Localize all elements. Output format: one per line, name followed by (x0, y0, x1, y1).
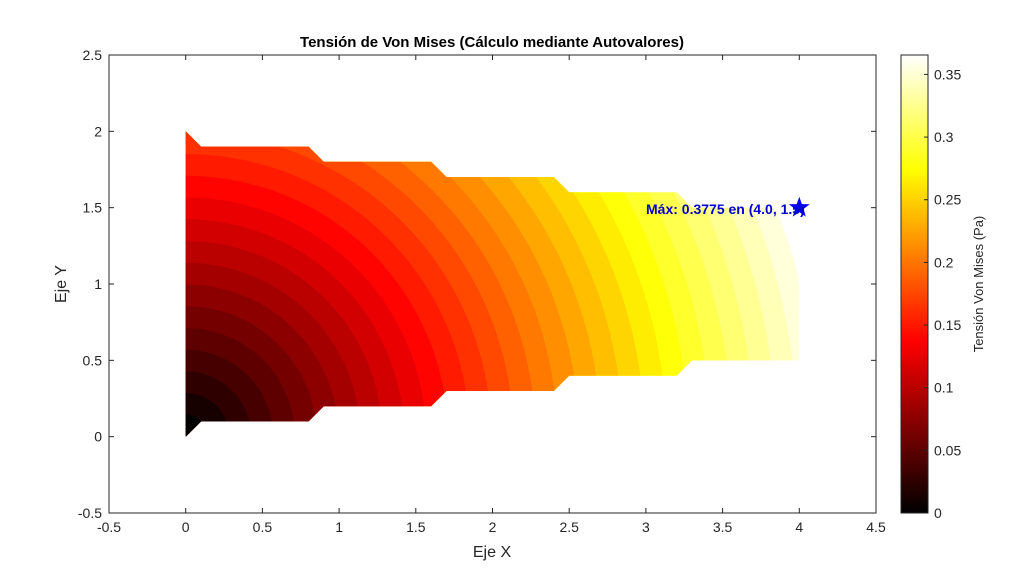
x-tick-label: 0.5 (253, 519, 273, 535)
x-axis: -0.5 0 0.5 1 1.5 2 2.5 3 3.5 4 4.5 (97, 55, 886, 535)
y-tick-label: 2 (94, 123, 102, 139)
colorbar-tick-label: 0.3 (934, 129, 954, 145)
y-axis: -0.5 0 0.5 1 1.5 2 2.5 (78, 47, 876, 521)
x-tick-label: -0.5 (97, 519, 121, 535)
y-tick-label: 2.5 (83, 47, 103, 63)
x-tick-label: 4.5 (866, 519, 886, 535)
colorbar-tick-label: 0.25 (934, 192, 961, 208)
x-tick-label: 2.5 (559, 519, 579, 535)
colorbar-tick-label: 0.05 (934, 442, 961, 458)
x-tick-label: 1 (335, 519, 343, 535)
y-tick-label: 0.5 (83, 352, 103, 368)
colorbar-tick-label: 0.1 (934, 380, 954, 396)
chart-title: Tensión de Von Mises (Cálculo mediante A… (300, 34, 684, 51)
y-tick-label: -0.5 (78, 505, 102, 521)
colorbar (900, 54, 929, 514)
x-tick-label: 1.5 (406, 519, 426, 535)
colorbar-tick-label: 0.35 (934, 66, 961, 82)
x-tick-label: 2 (489, 519, 497, 535)
x-tick-label: 4 (795, 519, 803, 535)
y-tick-label: 1 (94, 276, 102, 292)
contour-fill (185, 131, 800, 437)
colorbar-tick-label: 0.15 (934, 317, 961, 333)
y-tick-label: 0 (94, 429, 102, 445)
y-axis-label: Eje Y (53, 265, 70, 303)
x-tick-label: 0 (182, 519, 190, 535)
colorbar-tick-label: 0.2 (934, 254, 954, 270)
x-tick-label: 3.5 (713, 519, 733, 535)
max-annotation: Máx: 0.3775 en (4.0, 1.5) (646, 201, 805, 217)
colorbar-label: Tensión Von Mises (Pa) (971, 216, 986, 353)
y-tick-label: 1.5 (83, 200, 103, 216)
x-axis-label: Eje X (473, 544, 512, 561)
colorbar-tick-label: 0 (934, 505, 942, 521)
max-marker-star (788, 196, 810, 217)
x-tick-label: 3 (642, 519, 650, 535)
colorbar-ticks: 0 0.05 0.1 0.15 0.2 0.25 0.3 0.35 (924, 66, 961, 521)
